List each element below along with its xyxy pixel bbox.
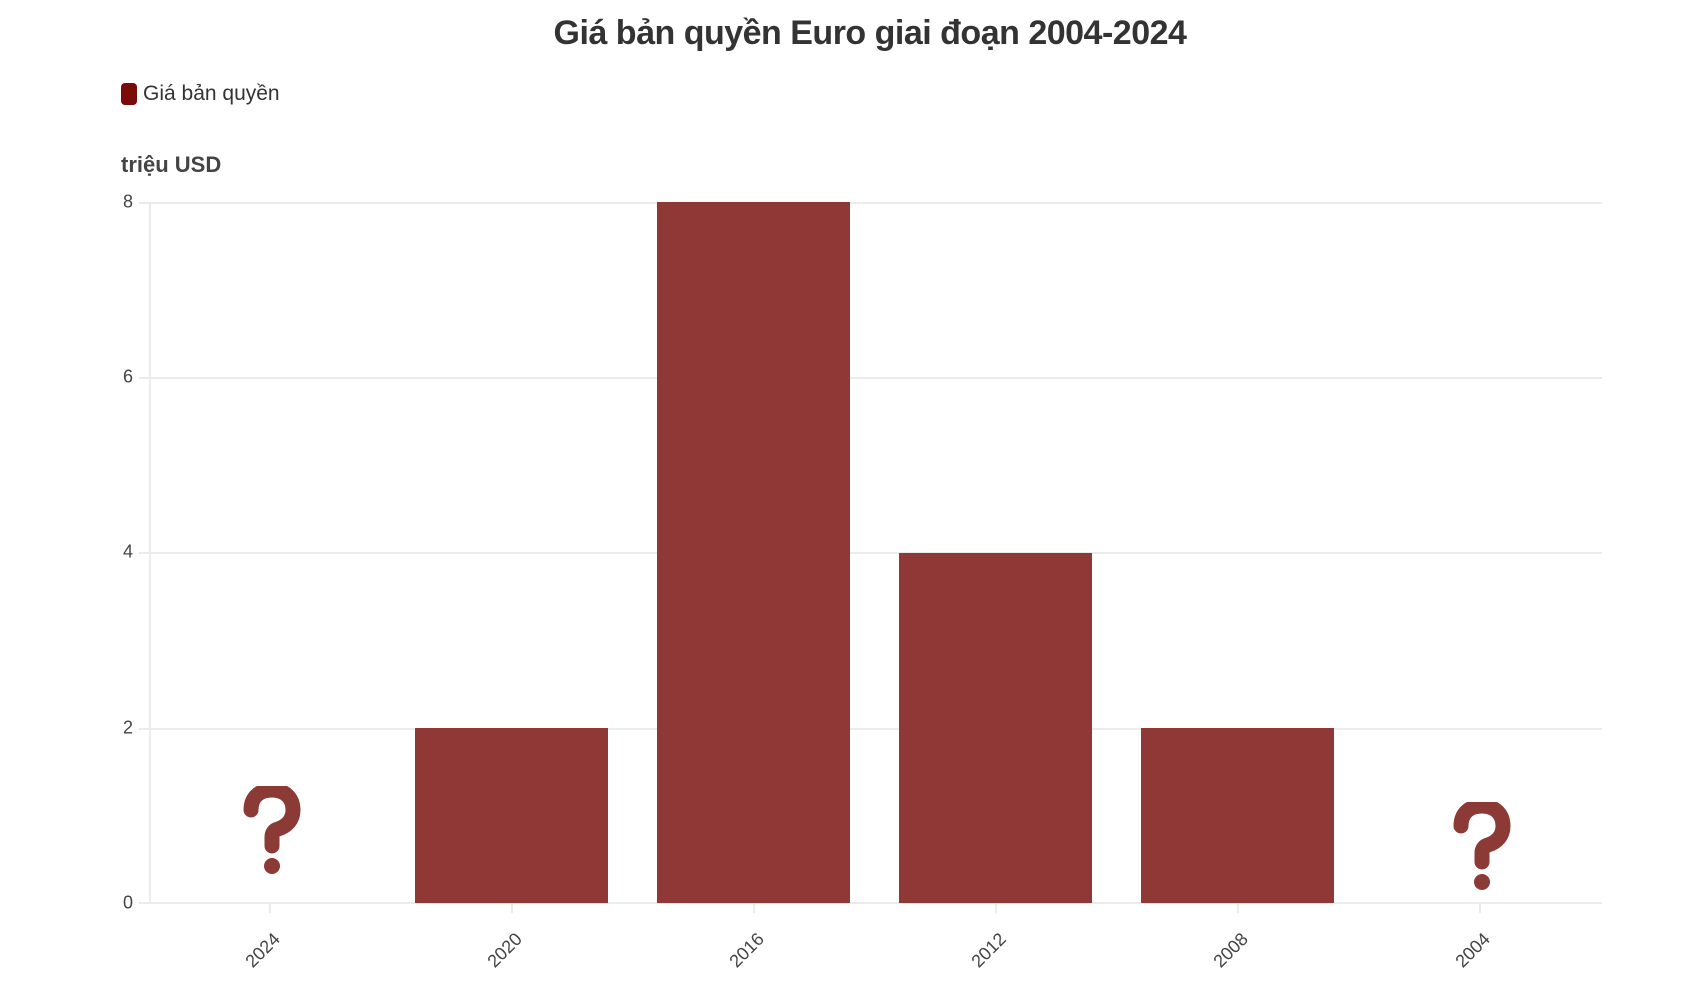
- x-tick-label: 2012: [967, 928, 1010, 972]
- y-tick-label: 6: [122, 366, 133, 387]
- gridline-0: [139, 902, 1602, 904]
- x-tick-mark: [511, 903, 513, 913]
- legend-label: Giá bản quyền: [143, 82, 280, 105]
- y-tick-label: 4: [122, 541, 133, 562]
- y-tick-label: 0: [122, 892, 133, 913]
- y-tick-label: 2: [122, 717, 133, 738]
- x-tick-label: 2016: [725, 928, 768, 972]
- question-mark-icon: [243, 786, 301, 874]
- bar-2008[interactable]: [1141, 728, 1334, 903]
- x-tick-mark: [753, 903, 755, 913]
- gridline-8: [139, 202, 1602, 204]
- x-tick-label: 2024: [241, 928, 284, 972]
- x-tick-label: 2004: [1451, 928, 1494, 972]
- x-tick-mark: [1237, 903, 1239, 913]
- y-axis-label: triệu USD: [121, 152, 222, 177]
- x-tick-label: 2008: [1209, 928, 1252, 972]
- x-tick-label: 2020: [483, 928, 526, 972]
- x-tick-mark: [1479, 903, 1481, 913]
- bar-2016[interactable]: [657, 202, 850, 903]
- legend-swatch: [121, 83, 137, 105]
- gridline-2: [139, 728, 1602, 730]
- chart-title: Giá bản quyền Euro giai đoạn 2004-2024: [553, 14, 1187, 52]
- y-tick-label: 8: [122, 191, 133, 212]
- bar-2012[interactable]: [899, 553, 1092, 903]
- question-mark-icon: [1453, 802, 1511, 890]
- gridline-4: [139, 552, 1602, 554]
- legend: Giá bản quyền: [121, 82, 280, 106]
- x-tick-mark: [995, 903, 997, 913]
- y-axis-line: [149, 202, 151, 903]
- gridline-6: [139, 377, 1602, 379]
- bar-2020[interactable]: [415, 728, 608, 903]
- x-tick-mark: [269, 903, 271, 913]
- plot-area: 8 6 4 2 0 2024 2020 2016 2012 2008 2004: [123, 192, 1602, 971]
